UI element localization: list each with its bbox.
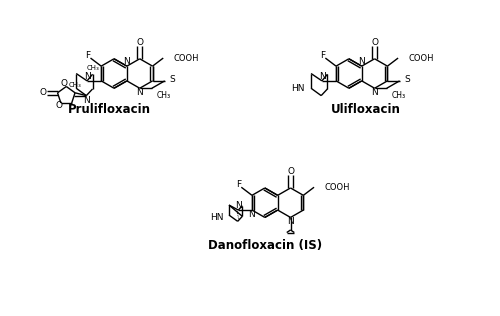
Text: N: N: [287, 217, 294, 226]
Text: O: O: [56, 101, 62, 111]
Text: Ulifloxacin: Ulifloxacin: [332, 103, 401, 116]
Text: CH₃: CH₃: [68, 82, 81, 88]
Text: F: F: [85, 51, 90, 60]
Text: CH₃: CH₃: [156, 91, 170, 100]
Text: F: F: [320, 51, 325, 60]
Text: N: N: [136, 88, 143, 97]
Text: N: N: [371, 88, 378, 97]
Text: CH₃: CH₃: [391, 91, 406, 100]
Text: O: O: [40, 88, 46, 97]
Text: COOH: COOH: [324, 183, 350, 192]
Text: N: N: [84, 72, 91, 81]
Text: N: N: [358, 57, 364, 66]
Text: S: S: [404, 76, 410, 84]
Text: S: S: [169, 76, 175, 84]
Text: N: N: [248, 210, 256, 219]
Text: Danofloxacin (IS): Danofloxacin (IS): [208, 239, 322, 252]
Text: Prulifloxacin: Prulifloxacin: [68, 103, 150, 116]
Text: O: O: [136, 38, 143, 46]
Text: HN: HN: [292, 84, 305, 93]
Text: N: N: [84, 95, 90, 105]
Text: N: N: [123, 57, 130, 66]
Text: HN: HN: [210, 213, 224, 222]
Text: O: O: [287, 167, 294, 176]
Text: O: O: [61, 79, 68, 88]
Text: COOH: COOH: [174, 53, 199, 63]
Text: COOH: COOH: [408, 53, 434, 63]
Text: CH₃: CH₃: [86, 64, 100, 70]
Text: N: N: [319, 72, 326, 81]
Text: O: O: [371, 38, 378, 46]
Text: N: N: [235, 201, 242, 210]
Text: F: F: [236, 180, 241, 189]
